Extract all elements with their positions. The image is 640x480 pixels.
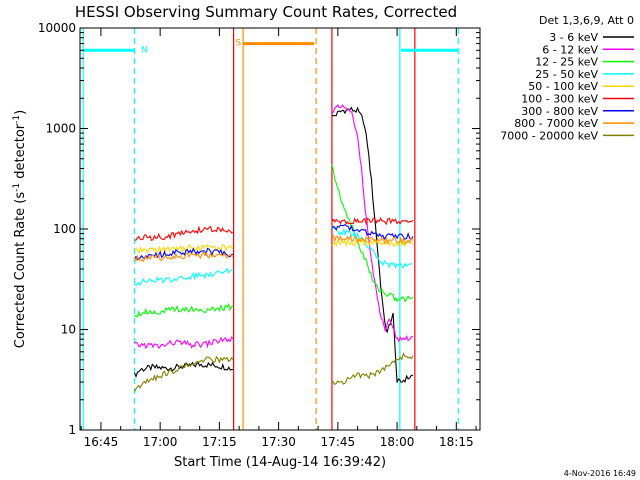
- y-axis-label-main: Corrected Count Rate (s: [13, 192, 28, 349]
- series-line-2-1: [331, 164, 414, 303]
- x-tick-label-6: 18:15: [439, 435, 474, 449]
- footer-timestamp: 4-Nov-2016 16:49: [564, 469, 636, 478]
- legend-label-8: 7000 - 20000 keV: [500, 129, 598, 142]
- y-tick-label-1: 10: [61, 323, 76, 337]
- marker-label-1: S: [235, 39, 241, 49]
- y-tick-label-0: 1: [68, 423, 76, 437]
- plot-area: NS: [82, 28, 459, 430]
- y-axis-label-sup2: -1: [12, 115, 22, 124]
- legend-label-0: 3 - 6 keV: [549, 31, 598, 44]
- x-tick-label-1: 17:00: [143, 435, 178, 449]
- x-tick-label-3: 17:30: [261, 435, 296, 449]
- series-line-6-0: [134, 247, 234, 261]
- legend-label-3: 25 - 50 keV: [535, 68, 598, 81]
- series-line-6-1: [331, 224, 414, 241]
- series-line-8-0: [134, 355, 234, 393]
- series-line-5-1: [331, 216, 414, 226]
- x-axis-label: Start Time (14-Aug-14 16:39:42): [174, 455, 386, 470]
- marker-label-0: N: [141, 45, 148, 55]
- series-line-0-1: [331, 106, 413, 383]
- y-axis-label-sup1: -1: [12, 183, 22, 192]
- series-line-8-1: [331, 352, 414, 386]
- series-line-3-1: [331, 225, 413, 269]
- legend-label-1: 6 - 12 keV: [542, 43, 598, 56]
- series-line-7-1: [331, 234, 414, 245]
- series-line-0-0: [133, 361, 234, 379]
- series-line-3-0: [134, 267, 234, 287]
- legend-header: Det 1,3,6,9, Att 0: [539, 14, 634, 27]
- y-tick-label-4: 10000: [38, 21, 76, 35]
- y-axis-label-end: ): [13, 110, 28, 115]
- x-axis: 16:45 17:00 17:15 17:30 17:45 18:00 18:15: [80, 28, 477, 449]
- y-tick-label-2: 100: [53, 222, 76, 236]
- legend-label-6: 300 - 800 keV: [521, 105, 598, 118]
- y-tick-label-3: 1000: [45, 122, 76, 136]
- series-line-4-1: [331, 238, 413, 248]
- x-tick-label-4: 17:45: [321, 435, 356, 449]
- series-line-5-0: [134, 225, 234, 242]
- y-axis-label-mid: detector: [13, 123, 28, 183]
- series-line-7-0: [133, 251, 234, 263]
- legend-label-2: 12 - 25 keV: [535, 56, 598, 69]
- x-tick-label-2: 17:15: [202, 435, 237, 449]
- y-axis: 1 10 100 1000 10000: [38, 21, 480, 437]
- legend-label-7: 800 - 7000 keV: [514, 117, 598, 130]
- chart-title: HESSI Observing Summary Count Rates, Cor…: [75, 3, 457, 21]
- legend-label-4: 50 - 100 keV: [528, 80, 598, 93]
- series-line-1-0: [134, 335, 234, 350]
- series-line-1-1: [331, 104, 413, 343]
- legend-label-5: 100 - 300 keV: [521, 93, 598, 106]
- x-tick-label-0: 16:45: [84, 435, 119, 449]
- x-tick-label-5: 18:00: [380, 435, 415, 449]
- y-axis-label: Corrected Count Rate (s-1 detector-1): [12, 110, 28, 348]
- series-line-2-0: [134, 302, 234, 318]
